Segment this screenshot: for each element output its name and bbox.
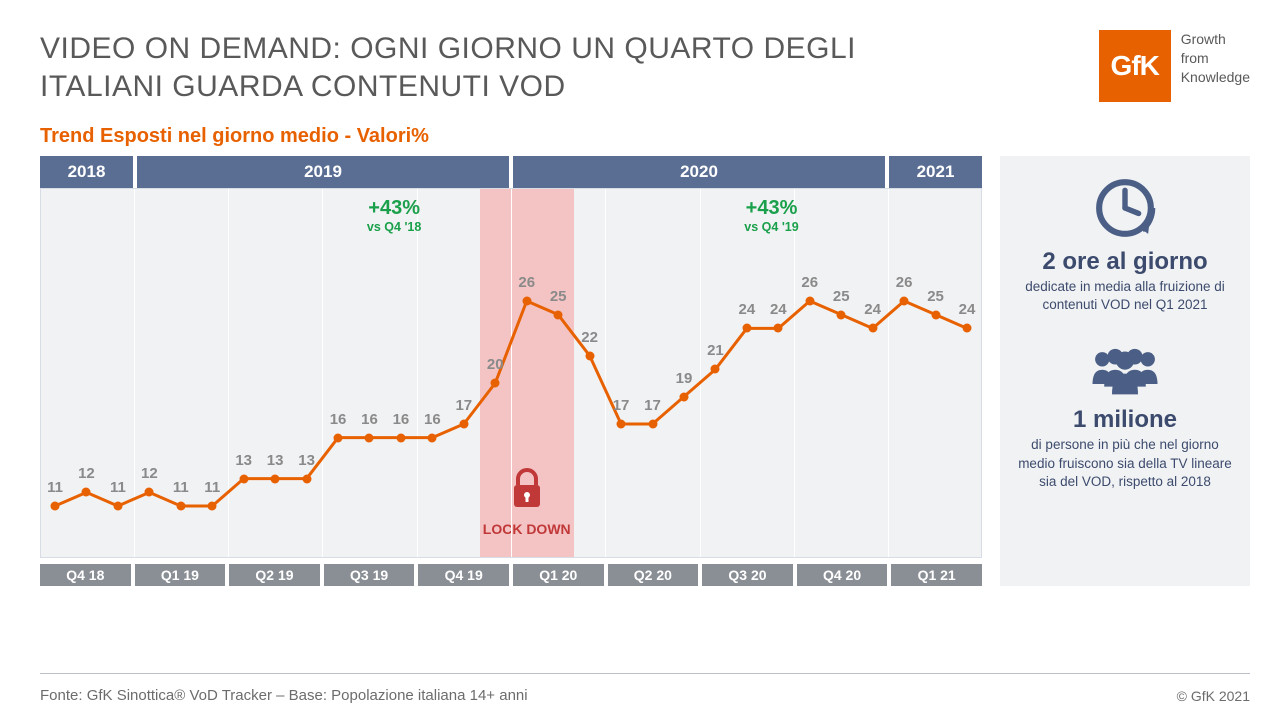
data-label: 16 xyxy=(393,411,410,428)
year-cell: 2018 xyxy=(40,156,133,188)
data-label: 19 xyxy=(676,370,693,387)
data-label: 12 xyxy=(78,465,95,482)
data-point xyxy=(900,297,909,306)
quarter-cell: Q1 19 xyxy=(135,564,226,586)
quarter-cell: Q4 20 xyxy=(797,564,888,586)
line-chart: LOCK DOWN 111211121111131313161616161720… xyxy=(40,188,982,558)
logo-square: GfK xyxy=(1099,30,1171,102)
data-point xyxy=(176,502,185,511)
data-label: 16 xyxy=(424,411,441,428)
data-label: 16 xyxy=(361,411,378,428)
data-label: 21 xyxy=(707,342,724,359)
growth-callout: +43%vs Q4 '19 xyxy=(744,197,798,234)
data-point xyxy=(837,310,846,319)
year-cell: 2019 xyxy=(137,156,509,188)
data-point xyxy=(113,502,122,511)
quarter-cell: Q2 19 xyxy=(229,564,320,586)
data-point xyxy=(365,433,374,442)
data-label: 13 xyxy=(298,452,315,469)
footer-source: Fonte: GfK Sinottica® VoD Tracker – Base… xyxy=(40,687,528,704)
data-label: 11 xyxy=(47,479,63,496)
data-label: 11 xyxy=(110,479,126,496)
data-point xyxy=(302,474,311,483)
page-title: VIDEO ON DEMAND: OGNI GIORNO UN QUARTO D… xyxy=(40,30,940,105)
data-label: 17 xyxy=(613,397,630,414)
data-label: 13 xyxy=(267,452,284,469)
data-label: 25 xyxy=(927,288,944,305)
data-label: 12 xyxy=(141,465,158,482)
data-point xyxy=(208,502,217,511)
quarter-cell: Q3 20 xyxy=(702,564,793,586)
data-point xyxy=(774,324,783,333)
data-label: 25 xyxy=(550,288,567,305)
data-point xyxy=(931,310,940,319)
quarter-axis-row: Q4 18Q1 19Q2 19Q3 19Q4 19Q1 20Q2 20Q3 20… xyxy=(40,564,982,586)
data-point xyxy=(617,420,626,429)
data-label: 16 xyxy=(330,411,347,428)
data-label: 17 xyxy=(455,397,472,414)
data-point xyxy=(742,324,751,333)
data-label: 24 xyxy=(770,301,787,318)
data-point xyxy=(963,324,972,333)
people-icon xyxy=(1086,342,1164,400)
data-point xyxy=(491,379,500,388)
data-point xyxy=(585,351,594,360)
growth-callout: +43%vs Q4 '18 xyxy=(367,197,421,234)
data-point xyxy=(428,433,437,442)
quarter-cell: Q4 18 xyxy=(40,564,131,586)
quarter-cell: Q4 19 xyxy=(418,564,509,586)
data-point xyxy=(459,420,468,429)
data-label: 22 xyxy=(581,329,598,346)
data-point xyxy=(648,420,657,429)
data-point xyxy=(51,502,60,511)
data-point xyxy=(271,474,280,483)
data-label: 24 xyxy=(959,301,976,318)
stat2-desc: di persone in più che nel giorno medio f… xyxy=(1014,436,1236,491)
data-point xyxy=(334,433,343,442)
data-point xyxy=(805,297,814,306)
data-label: 13 xyxy=(235,452,252,469)
stat2-title: 1 milione xyxy=(1073,406,1177,434)
quarter-cell: Q1 20 xyxy=(513,564,604,586)
data-label: 25 xyxy=(833,288,850,305)
chart-subtitle: Trend Esposti nel giorno medio - Valori% xyxy=(40,125,1250,148)
quarter-cell: Q3 19 xyxy=(324,564,415,586)
data-point xyxy=(679,392,688,401)
data-label: 11 xyxy=(173,479,189,496)
data-point xyxy=(711,365,720,374)
year-cell: 2020 xyxy=(513,156,885,188)
copyright: © GfK 2021 xyxy=(1177,688,1250,704)
data-label: 26 xyxy=(896,274,913,291)
clock-icon xyxy=(1091,174,1159,242)
data-point xyxy=(522,297,531,306)
data-label: 24 xyxy=(864,301,881,318)
data-label: 24 xyxy=(739,301,756,318)
data-point xyxy=(554,310,563,319)
stat1-title: 2 ore al giorno xyxy=(1042,248,1207,276)
data-point xyxy=(239,474,248,483)
data-point xyxy=(396,433,405,442)
data-point xyxy=(868,324,877,333)
data-label: 11 xyxy=(204,479,220,496)
chart-area: 2018201920202021 LOCK DOWN 1112111211111… xyxy=(40,156,982,586)
year-cell: 2021 xyxy=(889,156,982,188)
data-label: 26 xyxy=(518,274,535,291)
data-label: 17 xyxy=(644,397,661,414)
data-point xyxy=(82,488,91,497)
side-panel: 2 ore al giorno dedicate in media alla f… xyxy=(1000,156,1250,586)
quarter-cell: Q2 20 xyxy=(608,564,699,586)
title-bold: VIDEO ON DEMAND: xyxy=(40,32,341,65)
data-point xyxy=(145,488,154,497)
data-label: 20 xyxy=(487,356,504,373)
data-label: 26 xyxy=(801,274,818,291)
footer-divider xyxy=(40,673,1250,674)
year-header-row: 2018201920202021 xyxy=(40,156,982,188)
logo-tagline: Growth from Knowledge xyxy=(1181,30,1250,87)
stat1-desc: dedicate in media alla fruizione di cont… xyxy=(1014,278,1236,314)
quarter-cell: Q1 21 xyxy=(891,564,982,586)
logo: GfK Growth from Knowledge xyxy=(1099,30,1250,102)
